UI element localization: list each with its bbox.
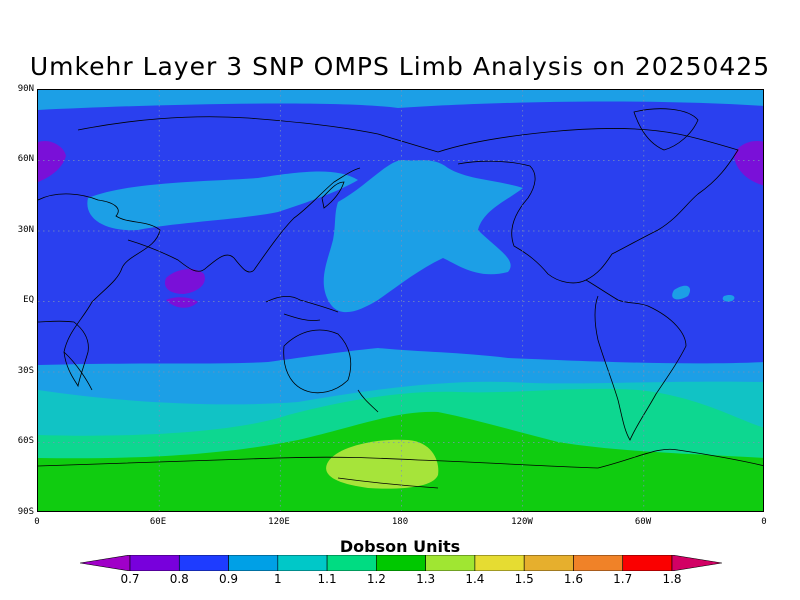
lon-label-0-east: 0 bbox=[761, 517, 767, 527]
lat-label-60n: 60N bbox=[17, 154, 34, 164]
colorbar-title: Dobson Units bbox=[339, 537, 461, 556]
colorbar-swatch bbox=[178, 555, 229, 571]
colorbar-swatch bbox=[326, 555, 377, 571]
band-1.3-1.4 bbox=[326, 439, 439, 489]
colorbar-level-label: 1.4 bbox=[465, 572, 485, 586]
colorbar-swatch bbox=[523, 555, 574, 571]
lon-label-120w: 120W bbox=[511, 517, 533, 527]
lon-label-0-west: 0 bbox=[34, 517, 40, 527]
band-0.9-1.0-atlantic bbox=[672, 285, 691, 300]
band-0.9-1.0-spot bbox=[722, 294, 735, 302]
coastlines bbox=[38, 108, 763, 489]
graticule bbox=[38, 90, 763, 511]
lat-label-30n: 30N bbox=[17, 225, 34, 235]
colorbar-level-label: 0.7 bbox=[120, 572, 140, 586]
band-0.7-0.8-west bbox=[38, 140, 66, 182]
colorbar-level-label: 1.5 bbox=[514, 572, 534, 586]
lon-label-60w: 60W bbox=[634, 517, 652, 527]
colorbar-swatch bbox=[425, 555, 476, 571]
colorbar-swatch bbox=[376, 555, 426, 571]
colorbar-swatch bbox=[277, 555, 328, 571]
colorbar bbox=[80, 555, 722, 571]
colorbar-swatch bbox=[622, 555, 673, 571]
colorbar-level-label: 0.9 bbox=[218, 572, 239, 586]
band-0.7-0.8-east bbox=[734, 141, 763, 186]
colorbar-swatch bbox=[228, 555, 279, 571]
map-title: Umkehr Layer 3 SNP OMPS Limb Analysis on… bbox=[29, 52, 771, 81]
band-0.7-0.8-indian bbox=[164, 269, 205, 294]
colorbar-swatch bbox=[474, 555, 525, 571]
ozone-map bbox=[37, 89, 764, 512]
colorbar-level-label: 1.6 bbox=[563, 572, 583, 586]
colorbar-level-label: 1.3 bbox=[416, 572, 436, 586]
lat-label-90n: 90N bbox=[17, 84, 34, 94]
band-0.9-1.0-pacific bbox=[323, 160, 523, 313]
lat-label-30s: 30S bbox=[17, 366, 34, 376]
band-0.7-0.8-indian-2 bbox=[166, 297, 198, 308]
lon-label-60e: 60E bbox=[149, 517, 167, 527]
colorbar-level-label: 1.7 bbox=[613, 572, 633, 586]
colorbar-high-arrow bbox=[671, 555, 722, 571]
colorbar-low-arrow bbox=[80, 555, 131, 571]
lat-label-60s: 60S bbox=[17, 436, 34, 446]
colorbar-level-label: 1.1 bbox=[317, 572, 337, 586]
colorbar-swatch bbox=[129, 555, 180, 571]
lon-label-120e: 120E bbox=[268, 517, 290, 527]
colorbar-swatch bbox=[573, 555, 624, 571]
band-0.9-1.0-intrusion bbox=[87, 171, 358, 231]
lon-label-180: 180 bbox=[391, 517, 409, 527]
colorbar-level-label: 1.2 bbox=[366, 572, 386, 586]
lat-label-90s: 90S bbox=[17, 507, 34, 517]
colorbar-level-label: 0.8 bbox=[169, 572, 189, 586]
lat-label-eq: EQ bbox=[23, 295, 34, 305]
colorbar-level-label: 1.8 bbox=[662, 572, 682, 586]
colorbar-level-label: 1 bbox=[273, 572, 282, 586]
